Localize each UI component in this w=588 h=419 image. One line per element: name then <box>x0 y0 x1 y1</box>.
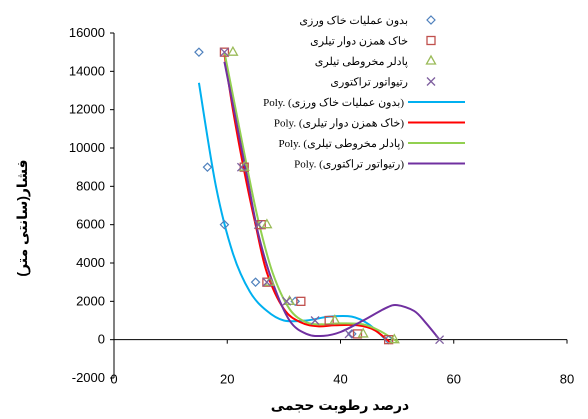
point-s3-3 <box>262 277 272 287</box>
point-s1-5 <box>324 315 334 326</box>
x-tick-label: 40 <box>333 372 347 387</box>
point-s1-7 <box>383 335 394 345</box>
point-s0-2 <box>219 219 230 230</box>
point-s3-0-stroke-b <box>219 47 229 57</box>
point-s0-0 <box>194 47 204 58</box>
x-tick-label: 0 <box>110 372 117 387</box>
trendlines <box>197 51 441 345</box>
point-s3-3-stroke-b <box>262 277 272 287</box>
point-s0-3 <box>250 277 261 288</box>
y-tick-label: 12000 <box>69 102 105 117</box>
y-tick-label: 2000 <box>76 293 105 308</box>
x-tick-label: 20 <box>220 372 234 387</box>
axes <box>110 32 568 379</box>
point-s3-4 <box>282 296 292 306</box>
point-s0-1 <box>202 162 213 173</box>
point-s0-4 <box>290 296 301 307</box>
point-s3-2-stroke-b <box>253 220 263 230</box>
y-tick-label: 8000 <box>76 178 105 193</box>
x-tick-label: 80 <box>560 372 574 387</box>
point-s3-2 <box>253 220 263 230</box>
legend-trend-label-0: Poly. (بدون عملیات خاک ورزی) <box>263 97 404 109</box>
y-tick-label: 14000 <box>69 63 105 78</box>
point-s1-3 <box>262 277 272 287</box>
point-s2-2 <box>261 218 273 229</box>
legend-trend-label-2: Poly. (پادلر مخروطی تیلری) <box>278 138 404 150</box>
x-axis-title: درصد رطوبت حجمی <box>271 397 409 414</box>
legend: بدون عملیات خاک ورزی خاک همزن دوار تیلری پ… <box>263 15 465 171</box>
trendline-0 <box>197 82 387 341</box>
y-tick-label: 10000 <box>69 140 105 155</box>
y-tick-label: 6000 <box>76 217 105 232</box>
legend-label-2: پادلر مخروطی تیلری <box>315 56 408 68</box>
legend-marker-3 <box>426 77 436 86</box>
point-s1-4 <box>296 296 306 306</box>
point-s3-5 <box>310 316 320 325</box>
point-s3-1 <box>236 162 246 172</box>
point-s0-5 <box>346 329 357 339</box>
point-s3-6 <box>344 329 354 339</box>
legend-marker-1 <box>426 35 436 46</box>
point-s2-5 <box>329 314 341 325</box>
point-s3-7 <box>435 335 445 345</box>
y-tick-label: -2000 <box>72 370 105 385</box>
x-tick-label: 60 <box>447 372 461 387</box>
legend-marker-2 <box>425 54 437 65</box>
point-s3-4-stroke-b <box>282 296 292 306</box>
legend-marker-3-stroke-b <box>426 77 436 86</box>
trendline-3 <box>223 61 441 341</box>
point-s1-6 <box>352 329 363 339</box>
point-s3-0 <box>219 47 229 57</box>
y-tick-label: 4000 <box>76 255 105 270</box>
legend-label-0: بدون عملیات خاک ورزی <box>299 15 408 27</box>
tick-labels: -2000 0 2000 4000 6000 8000 10000 12000 14000 160… <box>69 25 574 387</box>
legend-trend-label-1: Poly. (خاک همزن دوار تیلری) <box>274 118 404 130</box>
point-s3-5-stroke-b <box>310 316 320 325</box>
point-s2-6 <box>357 327 369 338</box>
legend-trend-label-3: Poly. (رتیواتور تراکتوری) <box>294 159 404 171</box>
point-s2-0 <box>227 45 239 56</box>
y-tick-label: 0 <box>98 332 105 347</box>
point-s3-7-stroke-b <box>435 335 445 345</box>
trendline-2 <box>223 51 398 343</box>
legend-marker-0 <box>426 15 436 25</box>
point-s1-0 <box>219 47 230 57</box>
point-s3-1-stroke-b <box>236 162 246 172</box>
y-axis-title: فشار(سانتی متر) <box>14 159 31 276</box>
legend-label-3: رتیواتور تراکتوری <box>330 77 408 89</box>
point-s1-2 <box>256 220 266 230</box>
markers <box>194 45 445 345</box>
point-s2-7 <box>388 333 400 344</box>
y-tick-label: 16000 <box>69 25 105 40</box>
point-s3-6-stroke-b <box>344 329 354 339</box>
legend-label-1: خاک همزن دوار تیلری <box>310 36 408 48</box>
